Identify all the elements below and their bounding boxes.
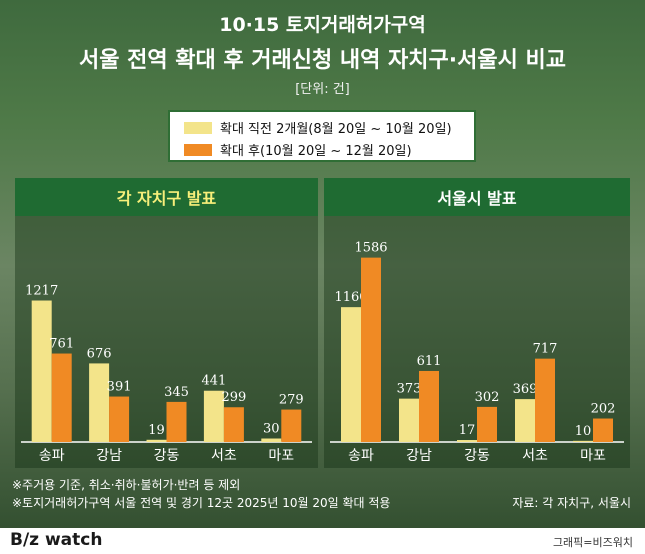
category-label: 서초 <box>522 448 548 464</box>
value-label: 373 <box>397 382 422 397</box>
value-label: 30 <box>263 422 280 437</box>
value-label: 10 <box>575 424 592 439</box>
footer-bar: B/z watch 그래픽=비즈워치 <box>0 528 645 554</box>
title-line-1: 10·15 토지거래허가구역 <box>219 14 426 36</box>
bar-before <box>457 440 477 442</box>
value-label: 279 <box>279 393 304 408</box>
bar-before <box>573 440 593 442</box>
category-label: 강남 <box>406 448 432 464</box>
category-label: 서초 <box>211 448 237 464</box>
value-label: 676 <box>87 346 112 361</box>
value-label: 717 <box>533 342 558 357</box>
legend-item-after: 확대 후(10월 20일 ~ 12월 20일) <box>184 140 412 159</box>
legend-item-before: 확대 직전 2개월(8월 20일 ~ 10월 20일) <box>184 118 452 137</box>
value-label: 1586 <box>354 241 387 256</box>
value-label: 1160 <box>334 290 367 305</box>
bar-before <box>341 307 361 442</box>
category-label: 강동 <box>154 448 180 464</box>
bar-after <box>223 407 244 442</box>
category-label: 강동 <box>464 448 490 464</box>
legend-label-before: 확대 직전 2개월(8월 20일 ~ 10월 20일) <box>220 122 452 137</box>
bar-before <box>515 399 535 442</box>
value-label: 761 <box>49 337 74 352</box>
bar-after <box>51 353 72 442</box>
category-label: 마포 <box>580 448 606 464</box>
category-label: 송파 <box>39 448 65 464</box>
value-label: 299 <box>221 390 246 405</box>
panel-seoul: 서울시 발표 1160 1586 송파 373 611 강남 17 302 강동 369 717 서초… <box>324 178 630 468</box>
category-label: 마포 <box>268 448 294 464</box>
graphic-credit: 그래픽=비즈워치 <box>552 536 633 549</box>
legend-label-after: 확대 후(10월 20일 ~ 12월 20일) <box>220 144 412 159</box>
brand-logo: B/z watch <box>10 530 103 550</box>
value-label: 302 <box>475 390 500 405</box>
unit-label: [단위: 건] <box>295 82 350 97</box>
bar-before <box>146 439 167 442</box>
value-label: 202 <box>591 402 616 417</box>
bar-after <box>361 257 381 442</box>
bar-after <box>593 418 613 442</box>
bar-after <box>109 396 130 442</box>
panel-district: 각 자치구 발표 1217 761 송파 676 391 강남 19 345 강동 441 299 서… <box>15 178 318 468</box>
panel-title-district: 각 자치구 발표 <box>15 178 318 216</box>
category-label: 강남 <box>96 448 122 464</box>
bar-before <box>89 363 110 442</box>
value-label: 391 <box>107 380 132 395</box>
legend: 확대 직전 2개월(8월 20일 ~ 10월 20일) 확대 후(10월 20일… <box>168 110 476 162</box>
value-label: 17 <box>459 423 476 438</box>
bar-before <box>399 398 419 442</box>
chart-seoul: 1160 1586 송파 373 611 강남 17 302 강동 369 717 서초 10 202 마포 <box>330 241 624 464</box>
bar-after <box>535 358 555 442</box>
bar-after <box>419 370 439 442</box>
source-label: 자료: 각 자치구, 서울시 <box>512 496 631 510</box>
footnotes: ※주거용 기준, 취소·취하·불허가·반려 등 제외 ※토지거래허가구역 서울 … <box>12 476 390 512</box>
value-label: 611 <box>417 354 442 369</box>
value-label: 1217 <box>25 284 58 299</box>
legend-swatch-after <box>184 143 212 156</box>
panel-title-seoul: 서울시 발표 <box>324 178 630 216</box>
value-label: 345 <box>164 385 189 400</box>
title-line-2: 서울 전역 확대 후 거래신청 내역 자치구·서울시 비교 <box>78 48 566 73</box>
value-label: 19 <box>148 423 165 438</box>
bar-before <box>203 390 224 442</box>
bar-before <box>261 438 282 442</box>
value-label: 369 <box>513 382 538 397</box>
footnote-2: ※토지거래허가구역 서울 전역 및 경기 12곳 2025년 10월 20일 확… <box>12 496 391 510</box>
legend-swatch-before <box>184 121 212 134</box>
value-label: 441 <box>201 374 226 389</box>
bar-before <box>31 300 52 442</box>
bar-after <box>281 409 302 442</box>
bar-after <box>477 406 497 442</box>
category-label: 송파 <box>348 448 374 464</box>
bar-after <box>166 401 187 442</box>
footnote-1: ※주거용 기준, 취소·취하·불허가·반려 등 제외 <box>12 478 241 492</box>
